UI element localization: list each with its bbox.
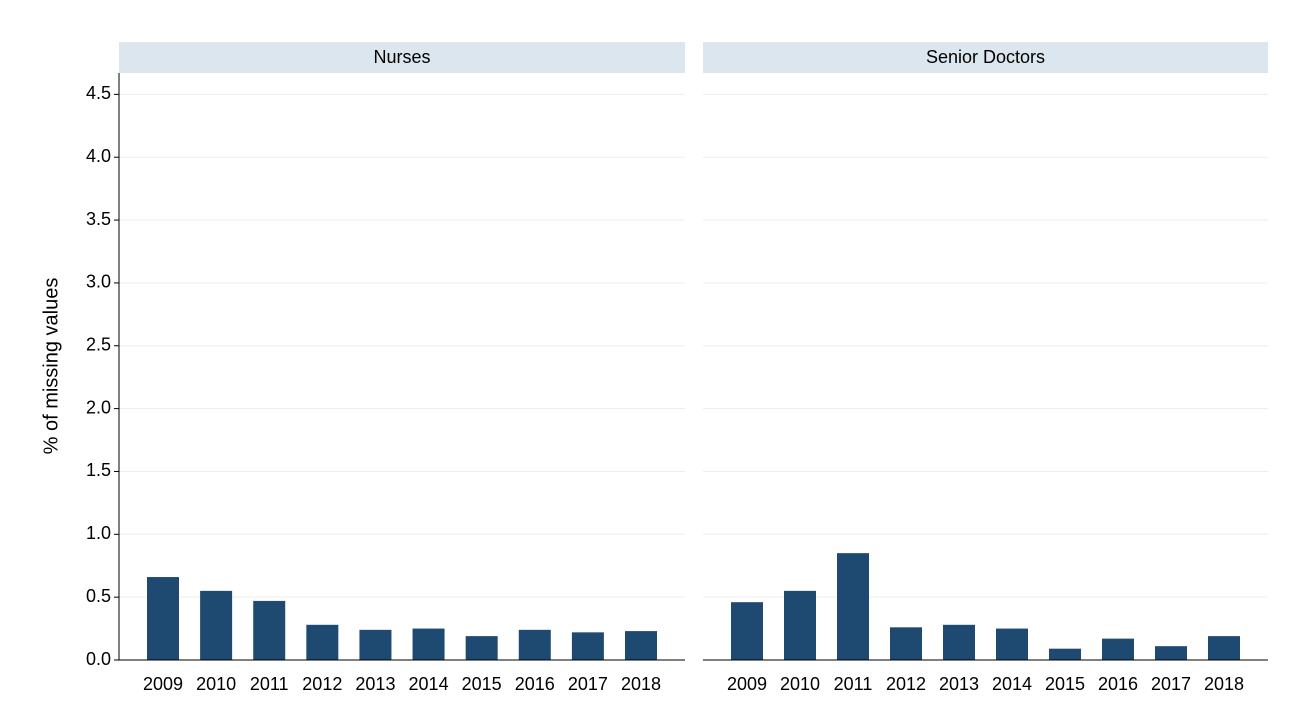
bar: [147, 577, 179, 660]
panel-title: Senior Doctors: [926, 47, 1045, 67]
bar: [465, 636, 498, 660]
y-tick-label: 2.0: [86, 397, 111, 417]
x-tick-label: 2011: [250, 674, 289, 694]
bar: [943, 624, 975, 660]
x-tick-label: 2018: [1204, 674, 1244, 694]
x-tick-label: 2009: [143, 674, 183, 694]
y-tick-label: 0.0: [86, 649, 111, 669]
bar: [1155, 646, 1187, 660]
bar: [784, 590, 816, 660]
y-tick-label: 2.5: [86, 335, 111, 355]
x-tick-label: 2010: [780, 674, 820, 694]
bar: [518, 629, 551, 660]
x-tick-label: 2015: [462, 674, 502, 694]
panel-header: [703, 42, 1268, 73]
y-tick-label: 1.5: [86, 460, 111, 480]
y-tick-label: 0.5: [86, 586, 111, 606]
x-tick-label: 2017: [568, 674, 608, 694]
x-tick-label: 2015: [1045, 674, 1085, 694]
y-tick-label: 3.5: [86, 209, 111, 229]
x-tick-label: 2018: [621, 674, 661, 694]
x-tick-label: 2013: [355, 674, 395, 694]
x-tick-label: 2014: [409, 674, 449, 694]
y-axis-label: % of missing values: [40, 278, 62, 455]
x-tick-label: 2012: [886, 674, 926, 694]
bar: [837, 553, 869, 660]
bar: [890, 627, 922, 660]
bar: [200, 590, 233, 660]
x-tick-label: 2016: [515, 674, 555, 694]
x-tick-label: 2016: [1098, 674, 1138, 694]
y-tick-label: 4.5: [86, 83, 111, 103]
x-tick-label: 2010: [196, 674, 236, 694]
y-tick-label: 3.0: [86, 272, 111, 292]
x-tick-label: 2009: [727, 674, 767, 694]
x-tick-label: 2011: [834, 674, 873, 694]
bar: [412, 628, 445, 660]
bar: [1102, 638, 1134, 660]
x-tick-label: 2017: [1151, 674, 1191, 694]
bar: [996, 628, 1028, 660]
bar: [625, 631, 657, 660]
panel-title: Nurses: [373, 47, 430, 67]
x-tick-label: 2014: [992, 674, 1032, 694]
y-tick-label: 1.0: [86, 523, 111, 543]
bar: [306, 624, 339, 660]
bar: [571, 632, 604, 660]
x-tick-label: 2013: [939, 674, 979, 694]
y-tick-label: 4.0: [86, 146, 111, 166]
bar: [1208, 636, 1240, 660]
bar: [253, 600, 286, 660]
bar: [359, 629, 392, 660]
x-tick-label: 2012: [302, 674, 342, 694]
panel-header: [119, 42, 685, 73]
bar: [1049, 648, 1081, 660]
bar: [731, 602, 763, 660]
